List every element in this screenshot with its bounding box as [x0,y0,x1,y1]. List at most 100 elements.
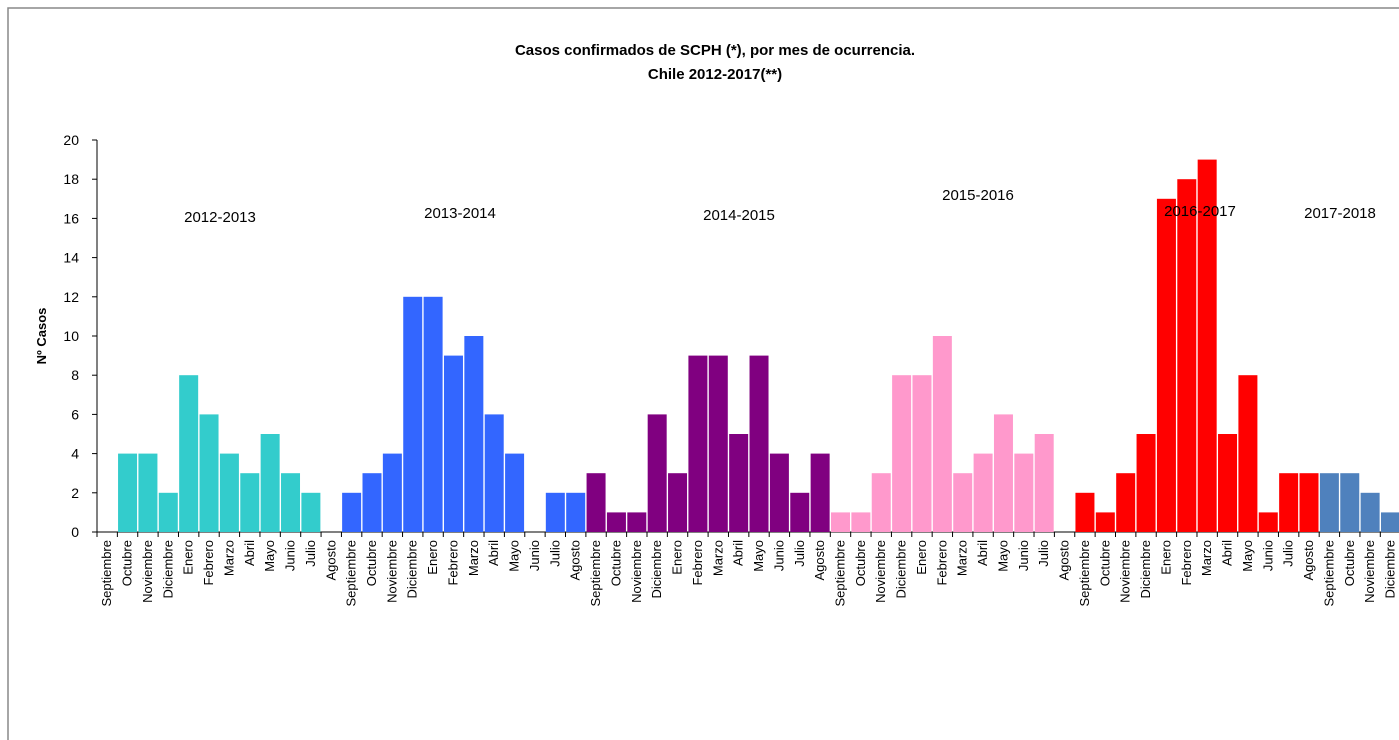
x-tick-label: Marzo [1199,540,1214,576]
x-tick-label: Diciembre [894,540,909,599]
bar [179,375,199,532]
bar [342,492,362,532]
chart-subtitle: Chile 2012-2017(**) [648,66,782,83]
bar [769,453,789,532]
season-label: 2016-2017 [1164,203,1236,220]
bar [749,355,769,532]
x-tick-label: Julio [547,540,562,567]
x-tick-label: Septiembre [344,540,359,606]
y-tick-label: 2 [71,485,79,501]
x-tick-label: Septiembre [588,540,603,606]
x-tick-label: Febrero [934,540,949,586]
x-tick-label: Marzo [955,540,970,576]
bar [1014,453,1034,532]
bar [1116,473,1136,532]
bar [1197,159,1217,532]
bar [1380,512,1399,532]
bar [1034,434,1054,532]
x-tick-label: Julio [1281,540,1296,567]
x-tick-label: Abril [242,540,257,566]
bar [627,512,647,532]
x-tick-label: Mayo [751,540,766,572]
bar [199,414,219,532]
x-tick-label: Octubre [853,540,868,586]
x-tick-label: Abril [731,540,746,566]
x-tick-label: Diciembre [405,540,420,599]
bar [382,453,402,532]
x-tick-label: Enero [181,540,196,575]
bar [790,492,810,532]
x-tick-label: Julio [1036,540,1051,567]
x-tick-label: Noviembre [384,540,399,603]
bar [1360,492,1380,532]
y-tick-label: 0 [71,524,79,540]
bar [973,453,993,532]
bar [1279,473,1299,532]
y-tick-label: 10 [63,328,79,344]
x-tick-label: Febrero [1179,540,1194,586]
bar [1340,473,1360,532]
bar [932,336,952,532]
x-tick-label: Junio [771,540,786,571]
x-tick-label: Septiembre [833,540,848,606]
bar [953,473,973,532]
bar [138,453,158,532]
bar [464,336,484,532]
x-tick-label: Junio [283,540,298,571]
bar [871,473,891,532]
y-tick-label: 8 [71,367,79,383]
x-tick-label: Abril [486,540,501,566]
x-tick-label: Diciembre [649,540,664,599]
x-tick-label: Enero [1158,540,1173,575]
bar [403,296,423,532]
x-tick-label: Septiembre [1321,540,1336,606]
x-tick-label: Junio [1260,540,1275,571]
bar [688,355,708,532]
x-tick-label: Diciembre [1138,540,1153,599]
x-tick-label: Marzo [710,540,725,576]
bar [668,473,688,532]
chart-title: Casos confirmados de SCPH (*), por mes d… [515,42,915,59]
bar [566,492,586,532]
bar [1218,434,1238,532]
x-tick-label: Enero [670,540,685,575]
x-tick-label: Octubre [608,540,623,586]
season-label: 2013-2014 [424,205,496,222]
x-tick-label: Noviembre [873,540,888,603]
bar [281,473,301,532]
bar [545,492,565,532]
x-tick-label: Marzo [466,540,481,576]
x-tick-label: Noviembre [140,540,155,603]
x-tick-label: Septiembre [1077,540,1092,606]
x-tick-label: Febrero [690,540,705,586]
y-axis-label: Nº Casos [34,308,49,365]
bar [647,414,667,532]
bar [1258,512,1278,532]
season-label: 2012-2013 [184,209,256,226]
x-tick-label: Agosto [323,540,338,580]
bar [1177,179,1197,532]
bar [810,453,830,532]
bar [1238,375,1258,532]
bar [301,492,321,532]
bar [912,375,932,532]
bar [729,434,749,532]
bar [708,355,728,532]
x-tick-label: Diciembre [1382,540,1397,599]
x-tick-label: Noviembre [1118,540,1133,603]
bar [240,473,260,532]
bar [505,453,525,532]
x-tick-label: Noviembre [629,540,644,603]
x-tick-label: Abril [975,540,990,566]
x-tick-label: Abril [1220,540,1235,566]
x-tick-label: Mayo [507,540,522,572]
bar [831,512,851,532]
x-tick-label: Octubre [364,540,379,586]
y-tick-label: 6 [71,406,79,422]
x-tick-label: Septiembre [99,540,114,606]
bar [1136,434,1156,532]
y-tick-label: 14 [63,250,79,266]
bar [993,414,1013,532]
x-tick-label: Diciembre [160,540,175,599]
frame [7,7,1399,740]
